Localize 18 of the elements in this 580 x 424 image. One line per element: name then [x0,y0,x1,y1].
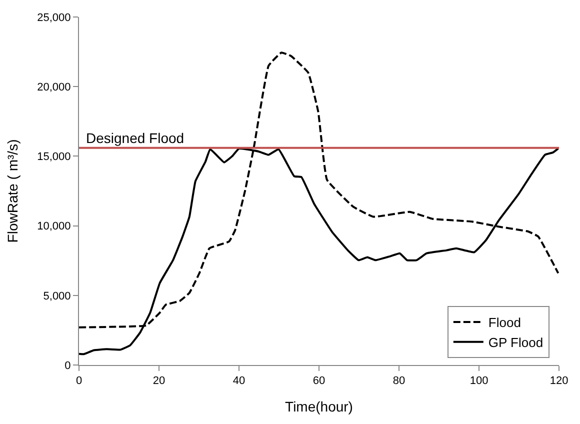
x-axis-title: Time(hour) [285,398,353,414]
x-tick-label: 120 [550,375,568,388]
legend-label: Flood [488,315,521,330]
y-tick-label: 5,000 [43,290,71,302]
x-tick-label: 20 [152,375,166,388]
y-tick-label: 10,000 [37,220,71,233]
x-tick-label: 60 [312,375,326,388]
x-tick-label: 80 [392,375,406,388]
legend-label: GP Flood [488,334,544,350]
x-tick-label: 40 [232,375,246,388]
x-tick-label: 100 [470,375,488,388]
y-tick-label: 15,000 [37,151,71,164]
y-tick-label: 20,000 [37,81,71,94]
y-tick-label: 0 [64,360,71,372]
x-tick-label: 0 [76,375,82,388]
ref-line-label: Designed Flood [86,130,184,146]
y-axis-title: FlowRate ( m³/s) [4,139,21,243]
y-tick-label: 25,000 [37,12,71,24]
